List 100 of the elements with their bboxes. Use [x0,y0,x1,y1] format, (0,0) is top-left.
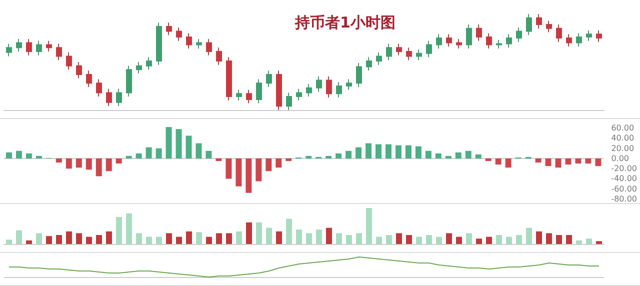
bar [186,231,192,244]
bar [206,150,212,158]
candlestick [306,84,312,98]
bar [26,153,32,158]
bar [555,158,562,168]
bar [306,156,312,158]
bar [366,208,372,244]
candlestick [586,30,592,42]
bar [376,236,382,244]
bar [286,158,292,161]
candlestick [546,20,552,33]
candlestick [296,88,302,101]
bar [395,145,402,158]
bar [16,150,22,158]
candlestick [396,43,402,56]
bar [266,228,272,244]
bar [66,231,72,244]
candlestick [246,89,252,104]
bar [346,150,352,158]
bar [136,233,142,244]
candlestick [506,34,512,48]
bar [16,230,22,244]
bar [516,235,522,244]
bar [565,158,572,165]
candlestick [436,34,442,50]
bar [166,127,172,158]
bar [126,213,132,244]
bar [236,231,242,244]
bar [476,238,482,244]
candlestick [176,26,182,42]
bar [306,233,312,244]
bar [246,222,252,244]
y-tick-label: -80.00 [611,194,638,204]
bar [536,231,542,244]
bar [386,235,392,244]
bar [405,145,412,158]
candlestick [56,43,62,61]
bar [396,233,402,244]
candlestick [86,70,92,88]
bar [26,240,32,244]
bar [596,241,602,244]
bar [506,236,512,244]
bar [246,158,252,193]
bar [416,236,422,244]
candlestick [406,47,412,61]
candlestick [196,38,202,50]
bar [595,158,602,166]
bar [226,158,232,179]
candlestick [376,52,382,66]
candlestick [66,52,72,70]
candlestick [366,56,372,72]
bar [445,156,452,158]
candlestick [236,89,242,101]
y-tick-label: 40.00 [611,134,634,143]
bar [316,230,322,244]
candlestick [426,40,432,58]
bar [296,230,302,244]
bar [346,235,352,244]
bar [36,233,42,244]
candlestick [476,24,482,42]
candlestick [76,62,82,79]
bar [76,233,82,244]
bar [96,235,102,244]
bar [456,236,462,244]
bar [196,232,202,244]
candlestick [346,78,352,90]
bar [505,158,512,168]
bar [136,153,142,158]
bar [86,158,92,170]
bar [116,217,122,244]
candlestick [226,56,232,101]
chart-title: 持币者1小时图 [294,14,396,32]
bar [226,233,232,244]
bar [206,236,212,244]
candlestick [326,76,332,98]
candlestick [156,22,162,66]
bar [56,158,62,163]
bar [556,235,562,244]
bar [326,228,332,244]
bar [495,158,502,165]
bar [176,129,182,158]
bar [6,152,12,158]
bar [6,240,12,244]
bar [496,235,502,244]
bar [575,158,582,164]
bar [96,158,102,176]
y-tick-label: 0.00 [611,154,630,163]
bar [66,158,72,169]
candlestick [286,92,292,110]
candlestick [596,30,602,42]
bar [86,236,92,244]
bar [76,158,82,168]
candlestick [456,38,462,50]
candlestick [486,32,492,50]
bar [566,235,572,244]
bar [475,154,482,158]
candlestick [276,70,282,110]
bar [466,233,472,244]
bar [116,158,122,164]
bar [336,233,342,244]
